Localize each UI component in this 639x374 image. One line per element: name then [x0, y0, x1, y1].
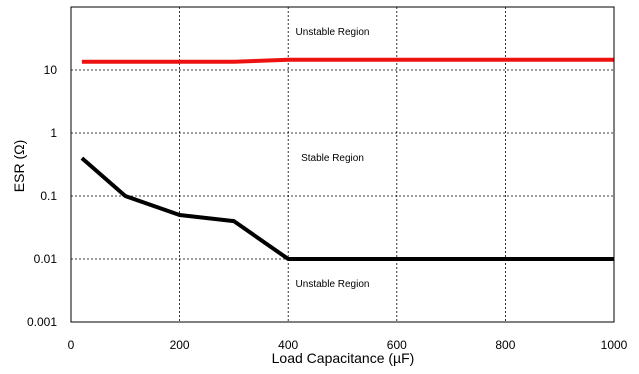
x-tick-label: 1000	[601, 338, 628, 352]
y-axis-title: ESR (Ω)	[11, 140, 27, 192]
lower-boundary-line	[80, 156, 614, 261]
y-tick-label: 0.1	[40, 189, 57, 203]
upper-boundary-line	[81, 57, 614, 64]
plot-frame	[70, 6, 615, 323]
y-tick-label: 10	[44, 63, 58, 77]
grid	[71, 7, 614, 322]
x-tick-label: 400	[278, 338, 298, 352]
x-tick-label: 200	[170, 338, 190, 352]
region-label: Unstable Region	[296, 27, 370, 38]
series-lines	[80, 57, 614, 261]
region-label: Stable Region	[301, 153, 364, 164]
y-tick-label: 1	[50, 126, 57, 140]
x-axis-title: Load Capacitance (µF)	[272, 350, 415, 366]
y-tick-label: 0.01	[34, 252, 58, 266]
tick-labels: 0 200 400 600 800 1000 0.001 0.01 0.1 1 10	[27, 63, 628, 352]
x-tick-label: 0	[68, 338, 75, 352]
y-tick-label: 0.001	[27, 315, 57, 329]
x-tick-label: 800	[495, 338, 515, 352]
plot-border	[70, 6, 615, 323]
x-tick-label: 600	[387, 338, 407, 352]
region-label: Unstable Region	[296, 279, 370, 290]
annotations: Unstable Region Stable Region Unstable Reg…	[296, 27, 370, 290]
